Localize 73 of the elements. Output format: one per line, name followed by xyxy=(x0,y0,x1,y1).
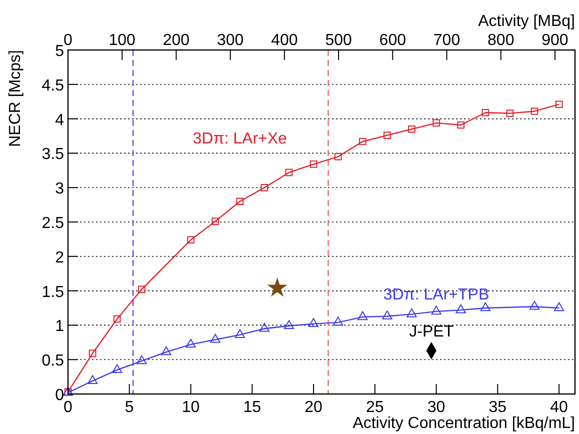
x-tick-label: 40 xyxy=(550,399,568,416)
point xyxy=(234,329,245,338)
point xyxy=(308,318,319,327)
point xyxy=(456,304,466,314)
point xyxy=(260,184,268,192)
y-axis-title: NECR [Mcps] xyxy=(7,50,24,147)
x2-tick-label: 600 xyxy=(379,32,406,49)
series-label: 3Dπ: LAr+TPB xyxy=(383,286,490,304)
point xyxy=(408,125,416,133)
point xyxy=(187,236,194,244)
point xyxy=(186,338,196,348)
point xyxy=(212,218,219,225)
point xyxy=(358,311,368,320)
series-label: J-PET xyxy=(409,324,454,341)
point xyxy=(482,108,490,116)
point xyxy=(530,108,538,115)
point xyxy=(138,286,146,294)
x-tick-label: 5 xyxy=(124,399,134,416)
x-tick-label: 30 xyxy=(427,399,446,416)
point xyxy=(555,100,563,108)
point xyxy=(88,350,96,358)
point xyxy=(136,355,147,364)
point xyxy=(457,121,464,129)
y-tick-label: 4 xyxy=(55,112,64,129)
y-tick-label: 4.5 xyxy=(42,77,64,94)
point xyxy=(87,375,98,384)
point xyxy=(382,310,392,320)
point xyxy=(112,364,122,374)
point xyxy=(431,306,442,315)
point xyxy=(480,302,490,312)
x-tick-label: 15 xyxy=(243,399,262,416)
series-label: 3Dπ: LAr+Xe xyxy=(192,130,288,148)
y-tick-label: 0.5 xyxy=(42,352,64,370)
point xyxy=(333,316,344,326)
point xyxy=(406,308,417,318)
point xyxy=(554,302,564,312)
point xyxy=(358,138,366,146)
y-tick-label: 5 xyxy=(55,43,64,60)
x-axis-title: Activity Concentration [kBq/mL] xyxy=(352,415,575,432)
point xyxy=(161,346,172,356)
point xyxy=(284,320,294,330)
point xyxy=(285,168,293,176)
point xyxy=(236,198,244,206)
y-tick-label: 2.5 xyxy=(42,215,64,232)
x2-tick-label: 300 xyxy=(216,32,244,49)
y-tick-label: 0 xyxy=(55,387,64,404)
x2-tick-label: 500 xyxy=(325,32,352,49)
x2-axis-title: Activity [MBq] xyxy=(478,13,575,30)
point xyxy=(432,119,440,127)
point xyxy=(384,132,391,139)
point xyxy=(506,110,514,117)
x-tick-label: 35 xyxy=(488,399,507,416)
point xyxy=(113,315,121,323)
y-tick-label: 3 xyxy=(55,180,64,198)
point xyxy=(259,322,270,332)
x2-tick-label: 900 xyxy=(542,32,568,49)
point xyxy=(210,334,220,343)
y-tick-label: 2 xyxy=(55,249,64,266)
point xyxy=(529,300,540,310)
x2-tick-label: 400 xyxy=(271,32,298,49)
x2-tick-label: 100 xyxy=(108,32,136,49)
x-tick-label: 25 xyxy=(366,399,384,416)
y-tick-label: 1.5 xyxy=(42,284,64,301)
x-tick-label: 10 xyxy=(182,399,200,416)
y-tick-label: 3.5 xyxy=(42,146,64,164)
x2-tick-label: 800 xyxy=(488,32,514,49)
point xyxy=(334,152,342,160)
y-tick-label: 1 xyxy=(55,318,64,336)
point xyxy=(310,160,318,168)
point xyxy=(268,278,286,296)
x-tick-label: 20 xyxy=(304,399,323,416)
x2-tick-label: 700 xyxy=(433,32,460,49)
x2-tick-label: 200 xyxy=(162,32,190,49)
